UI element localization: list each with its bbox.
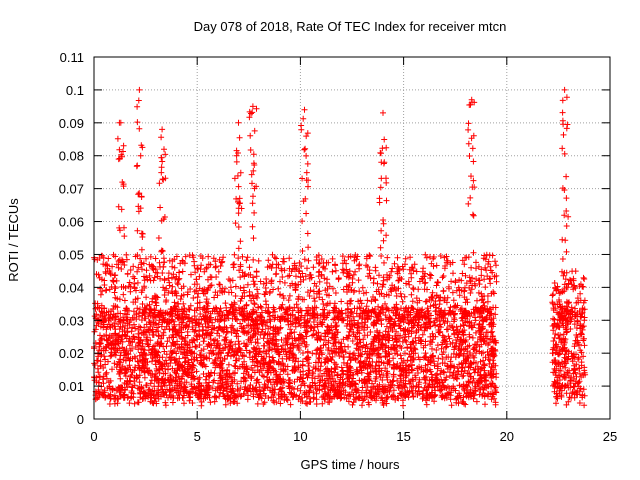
axes: 0 0.01 0.02 0.03 0.04 0.05 0.06 0.07 0.08 0.09 0.1… [59, 50, 618, 444]
x-axis-label: GPS time / hours [301, 457, 400, 472]
y-tick-label: 0.1 [66, 83, 84, 98]
y-tick-label: 0.07 [59, 182, 84, 197]
y-tick-label: 0 [77, 412, 84, 427]
data-points [91, 86, 589, 409]
y-tick-label: 0.11 [60, 50, 84, 65]
y-tick-label: 0.05 [59, 247, 84, 262]
chart-title: Day 078 of 2018, Rate Of TEC Index for r… [194, 19, 507, 34]
roti-series [91, 86, 589, 409]
x-tick-label: 10 [293, 429, 307, 444]
y-tick-label: 0.08 [59, 149, 84, 164]
y-tick-label: 0.09 [59, 116, 84, 131]
x-tick-label: 0 [90, 429, 97, 444]
y-tick-label: 0.02 [59, 346, 84, 361]
x-tick-label: 25 [603, 429, 617, 444]
y-tick-label: 0.03 [59, 313, 84, 328]
plot-frame [93, 56, 611, 420]
x-tick-label: 20 [500, 429, 514, 444]
y-tick-label: 0.04 [59, 280, 84, 295]
y-tick-label: 0.01 [59, 379, 84, 394]
y-axis-label: ROTI / TECUs [6, 198, 21, 282]
x-tick-label: 15 [396, 429, 410, 444]
grid-lines [94, 57, 610, 419]
y-tick-label: 0.06 [59, 215, 84, 230]
x-tick-label: 5 [194, 429, 201, 444]
